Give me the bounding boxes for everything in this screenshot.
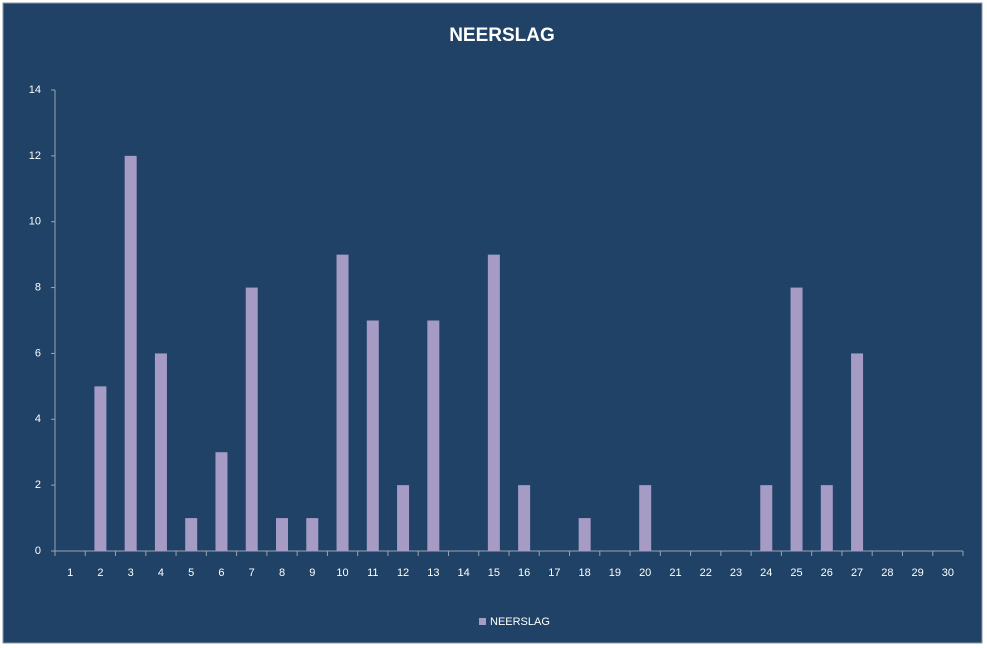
x-tick-label: 28 [881, 567, 893, 579]
x-tick-label: 24 [760, 567, 772, 579]
x-tick-label: 21 [669, 567, 681, 579]
y-tick-label: 0 [35, 545, 41, 557]
bar [578, 518, 591, 551]
x-tick-label: 10 [336, 567, 348, 579]
bar [366, 320, 379, 551]
bar [185, 518, 198, 551]
bar [820, 485, 833, 551]
bar [276, 518, 288, 551]
y-tick-label: 14 [29, 84, 41, 96]
bar [790, 287, 803, 551]
x-tick-label: 14 [457, 567, 469, 579]
legend-swatch [479, 618, 486, 625]
x-tick-label: 20 [639, 567, 651, 579]
bar [639, 485, 652, 551]
x-tick-label: 1 [67, 567, 73, 579]
bar [397, 485, 410, 551]
x-tick-label: 16 [518, 567, 530, 579]
x-tick-label: 8 [279, 567, 285, 579]
bar [487, 254, 500, 551]
x-tick-label: 27 [851, 567, 863, 579]
x-tick-label: 7 [249, 567, 255, 579]
bar [518, 485, 531, 551]
bar [851, 353, 864, 551]
x-tick-label: 15 [488, 567, 500, 579]
bar [336, 254, 349, 551]
bar [306, 518, 319, 551]
y-tick-label: 6 [35, 347, 41, 359]
bar [154, 353, 167, 551]
y-tick-label: 2 [35, 479, 41, 491]
x-tick-label: 22 [700, 567, 712, 579]
x-tick-label: 4 [158, 567, 164, 579]
x-tick-label: 17 [548, 567, 560, 579]
y-tick-label: 4 [35, 413, 41, 425]
x-tick-label: 12 [397, 567, 409, 579]
x-tick-label: 3 [128, 567, 134, 579]
y-tick-label: 8 [35, 281, 41, 293]
bar [94, 386, 107, 551]
chart-title: NEERSLAG [449, 25, 555, 46]
x-tick-label: 9 [309, 567, 315, 579]
x-tick-label: 6 [218, 567, 224, 579]
x-tick-label: 2 [97, 567, 103, 579]
y-tick-label: 10 [29, 216, 41, 228]
x-tick-label: 11 [367, 567, 378, 579]
y-tick-label: 12 [29, 150, 41, 162]
x-tick-label: 19 [609, 567, 621, 579]
bar [245, 287, 258, 551]
bar [215, 452, 228, 551]
bar [124, 155, 137, 551]
x-tick-label: 30 [942, 567, 954, 579]
x-tick-label: 5 [188, 567, 194, 579]
bar [760, 485, 773, 551]
x-tick-label: 29 [911, 567, 923, 579]
x-tick-label: 25 [790, 567, 802, 579]
legend-label: NEERSLAG [490, 616, 550, 628]
bar [427, 320, 440, 551]
x-tick-label: 13 [427, 567, 439, 579]
x-tick-label: 23 [730, 567, 742, 579]
x-tick-label: 18 [579, 567, 591, 579]
x-tick-label: 26 [821, 567, 833, 579]
